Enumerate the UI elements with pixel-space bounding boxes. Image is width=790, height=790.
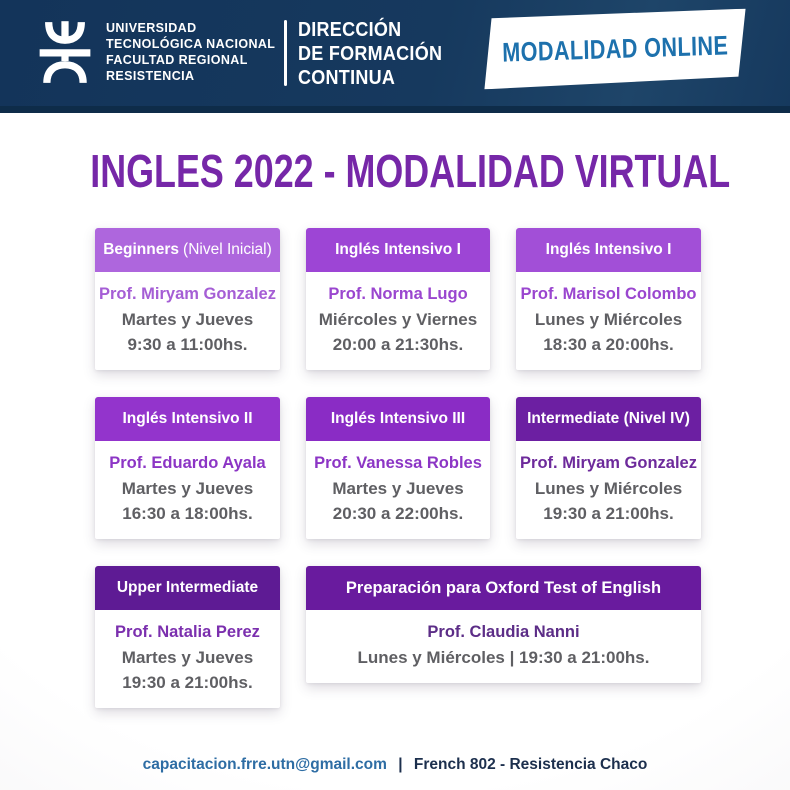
utn-logo-icon xyxy=(39,21,91,84)
professor-name: Prof. Miryam Gonzalez xyxy=(520,454,697,472)
course-title: Upper Intermediate xyxy=(116,579,259,596)
course-card-intermediate: Intermediate (Nivel IV) Prof. Miryam Gon… xyxy=(516,397,701,539)
course-time: 19:30 a 21:00hs. xyxy=(543,504,674,523)
footer: capacitacion.frre.utn@gmail.com | French… xyxy=(0,756,790,774)
course-schedule: Lunes y Miércoles | 19:30 a 21:00hs. xyxy=(357,648,650,667)
course-header: Beginners (Nivel Inicial) xyxy=(95,228,280,272)
course-time: 19:30 a 21:00hs. xyxy=(122,673,253,692)
contact-email[interactable]: capacitacion.frre.utn@gmail.com xyxy=(142,756,387,773)
header-bar: UNIVERSIDAD TECNOLÓGICA NACIONAL FACULTA… xyxy=(0,0,790,113)
professor-name: Prof. Marisol Colombo xyxy=(520,285,697,303)
university-brand: UNIVERSIDAD TECNOLÓGICA NACIONAL FACULTA… xyxy=(36,16,275,88)
course-days: Lunes y Miércoles xyxy=(534,310,683,329)
department-line: DIRECCIÓN xyxy=(298,19,402,41)
university-line: FACULTAD REGIONAL xyxy=(106,53,248,67)
professor-name: Prof. Claudia Nanni xyxy=(427,623,580,641)
course-body: Prof. Miryam Gonzalez Lunes y Miércoles … xyxy=(516,441,701,539)
course-body: Prof. Eduardo Ayala Martes y Jueves 16:3… xyxy=(95,441,280,539)
course-days: Miércoles y Viernes xyxy=(318,310,478,329)
footer-location: French 802 - Resistencia Chaco xyxy=(413,756,648,773)
footer-separator: | xyxy=(398,756,403,773)
course-body: Prof. Vanessa Robles Martes y Jueves 20:… xyxy=(306,441,490,539)
course-time: 16:30 a 18:00hs. xyxy=(122,504,253,523)
course-card-intensivo-2: Inglés Intensivo II Prof. Eduardo Ayala … xyxy=(95,397,280,539)
course-days: Martes y Jueves xyxy=(121,310,254,329)
course-body: Prof. Claudia Nanni Lunes y Miércoles | … xyxy=(306,610,701,683)
course-title: Inglés Intensivo I xyxy=(335,241,461,258)
course-body: Prof. Marisol Colombo Lunes y Miércoles … xyxy=(516,272,701,370)
university-line: RESISTENCIA xyxy=(106,69,195,83)
department-line: CONTINUA xyxy=(298,67,396,89)
course-title: Preparación para Oxford Test of English xyxy=(345,579,662,597)
modality-badge: MODALIDAD ONLINE xyxy=(484,9,747,90)
course-days: Lunes y Miércoles xyxy=(534,479,683,498)
course-time: 9:30 a 11:00hs. xyxy=(127,335,248,354)
course-header: Inglés Intensivo I xyxy=(305,228,491,272)
course-title: Inglés Intensivo II xyxy=(122,410,253,427)
course-card-intensivo-1a: Inglés Intensivo I Prof. Norma Lugo Miér… xyxy=(305,228,491,370)
course-header: Inglés Intensivo I xyxy=(516,228,701,272)
course-title: Inglés Intensivo I xyxy=(545,241,672,258)
course-card-intensivo-1b: Inglés Intensivo I Prof. Marisol Colombo… xyxy=(516,228,701,370)
course-card-beginners: Beginners (Nivel Inicial) Prof. Miryam Go… xyxy=(95,228,280,370)
university-line: UNIVERSIDAD xyxy=(106,21,197,35)
course-days: Martes y Jueves xyxy=(332,479,464,498)
professor-name: Prof. Miryam Gonzalez xyxy=(99,285,276,303)
course-title: Inglés Intensivo III xyxy=(330,410,466,427)
modality-badge-label: MODALIDAD ONLINE xyxy=(501,29,729,68)
professor-name: Prof. Natalia Perez xyxy=(115,623,260,641)
course-header: Intermediate (Nivel IV) xyxy=(516,397,701,441)
course-title: Intermediate (Nivel IV) xyxy=(527,410,690,427)
course-body: Prof. Norma Lugo Miércoles y Viernes 20:… xyxy=(306,272,490,370)
course-body: Prof. Natalia Perez Martes y Jueves 19:3… xyxy=(95,610,280,708)
course-time: 18:30 a 20:00hs. xyxy=(543,335,674,354)
course-title-suffix: (Nivel Inicial) xyxy=(183,241,272,258)
course-header: Inglés Intensivo II xyxy=(95,397,280,441)
university-name: UNIVERSIDAD TECNOLÓGICA NACIONAL FACULTA… xyxy=(106,20,275,84)
professor-name: Prof. Vanessa Robles xyxy=(314,454,482,472)
course-card-oxford-test: Preparación para Oxford Test of English … xyxy=(305,566,701,683)
course-header: Inglés Intensivo III xyxy=(305,397,491,441)
university-line: TECNOLÓGICA NACIONAL xyxy=(106,37,276,51)
professor-name: Prof. Norma Lugo xyxy=(328,285,468,303)
header-divider xyxy=(284,20,287,86)
course-title: Beginners xyxy=(103,241,180,258)
department-name: DIRECCIÓN DE FORMACIÓN CONTINUA xyxy=(298,18,442,90)
course-header: Preparación para Oxford Test of English xyxy=(305,566,701,610)
page-title: INGLES 2022 - MODALIDAD VIRTUAL xyxy=(90,145,731,197)
course-grid: Beginners (Nivel Inicial) Prof. Miryam Go… xyxy=(95,228,701,708)
professor-name: Prof. Eduardo Ayala xyxy=(109,454,266,472)
course-card-intensivo-3: Inglés Intensivo III Prof. Vanessa Roble… xyxy=(305,397,491,539)
course-header: Upper Intermediate xyxy=(95,566,280,610)
course-body: Prof. Miryam Gonzalez Martes y Jueves 9:… xyxy=(95,272,280,370)
course-days: Martes y Jueves xyxy=(121,479,254,498)
department-line: DE FORMACIÓN xyxy=(298,43,443,65)
course-time: 20:00 a 21:30hs. xyxy=(332,335,464,354)
course-card-upper-intermediate: Upper Intermediate Prof. Natalia Perez M… xyxy=(95,566,280,708)
course-days: Martes y Jueves xyxy=(121,648,254,667)
course-time: 20:30 a 22:00hs. xyxy=(332,504,464,523)
